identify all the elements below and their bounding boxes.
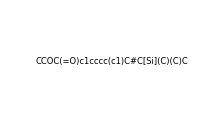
Text: CCOC(=O)c1cccc(c1)C#C[Si](C)(C)C: CCOC(=O)c1cccc(c1)C#C[Si](C)(C)C (35, 57, 188, 66)
